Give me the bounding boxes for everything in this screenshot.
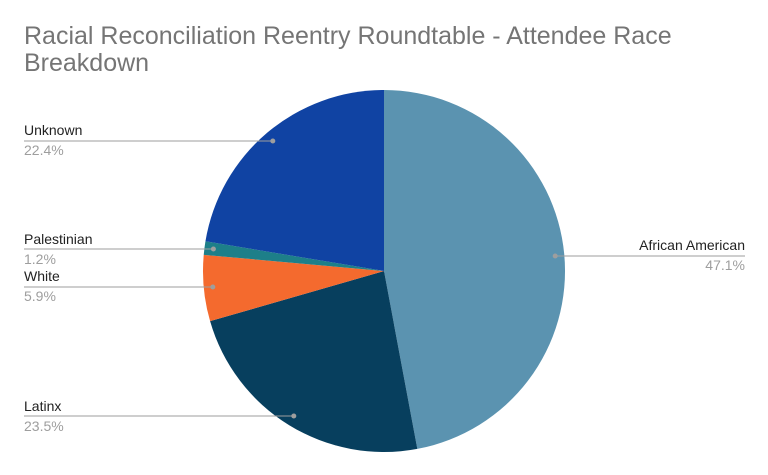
slice-labels: African American 47.1% Latinx 23.5% White 5.9… (24, 122, 745, 434)
slice-label: African American (639, 237, 745, 253)
slice-label: Palestinian (24, 231, 93, 247)
slice-percent-label: 22.4% (24, 142, 64, 158)
slice-percent-label: 1.2% (24, 251, 56, 267)
leader-dot (552, 253, 558, 259)
leader-dot (291, 413, 297, 419)
slice-label: White (24, 268, 60, 284)
chart-title-line-2: Breakdown (24, 49, 149, 77)
chart-title-line-1: Racial Reconciliation Reentry Roundtable… (24, 22, 672, 50)
slice-label: Latinx (24, 398, 61, 414)
pie-slice-african-american (384, 90, 566, 449)
chart-title: Racial Reconciliation Reentry Roundtable… (24, 22, 679, 77)
slice-percent-label: 47.1% (705, 257, 745, 273)
slice-label: Unknown (24, 122, 82, 138)
pie-slice-unknown (205, 90, 384, 271)
pie-slice-latinx (210, 271, 418, 453)
pie-slice-white (202, 254, 384, 322)
slice-percent-label: 23.5% (24, 418, 64, 434)
slice-percent-label: 5.9% (24, 288, 56, 304)
pie-slice-palestinian (203, 241, 384, 271)
pie-slices (202, 90, 566, 453)
